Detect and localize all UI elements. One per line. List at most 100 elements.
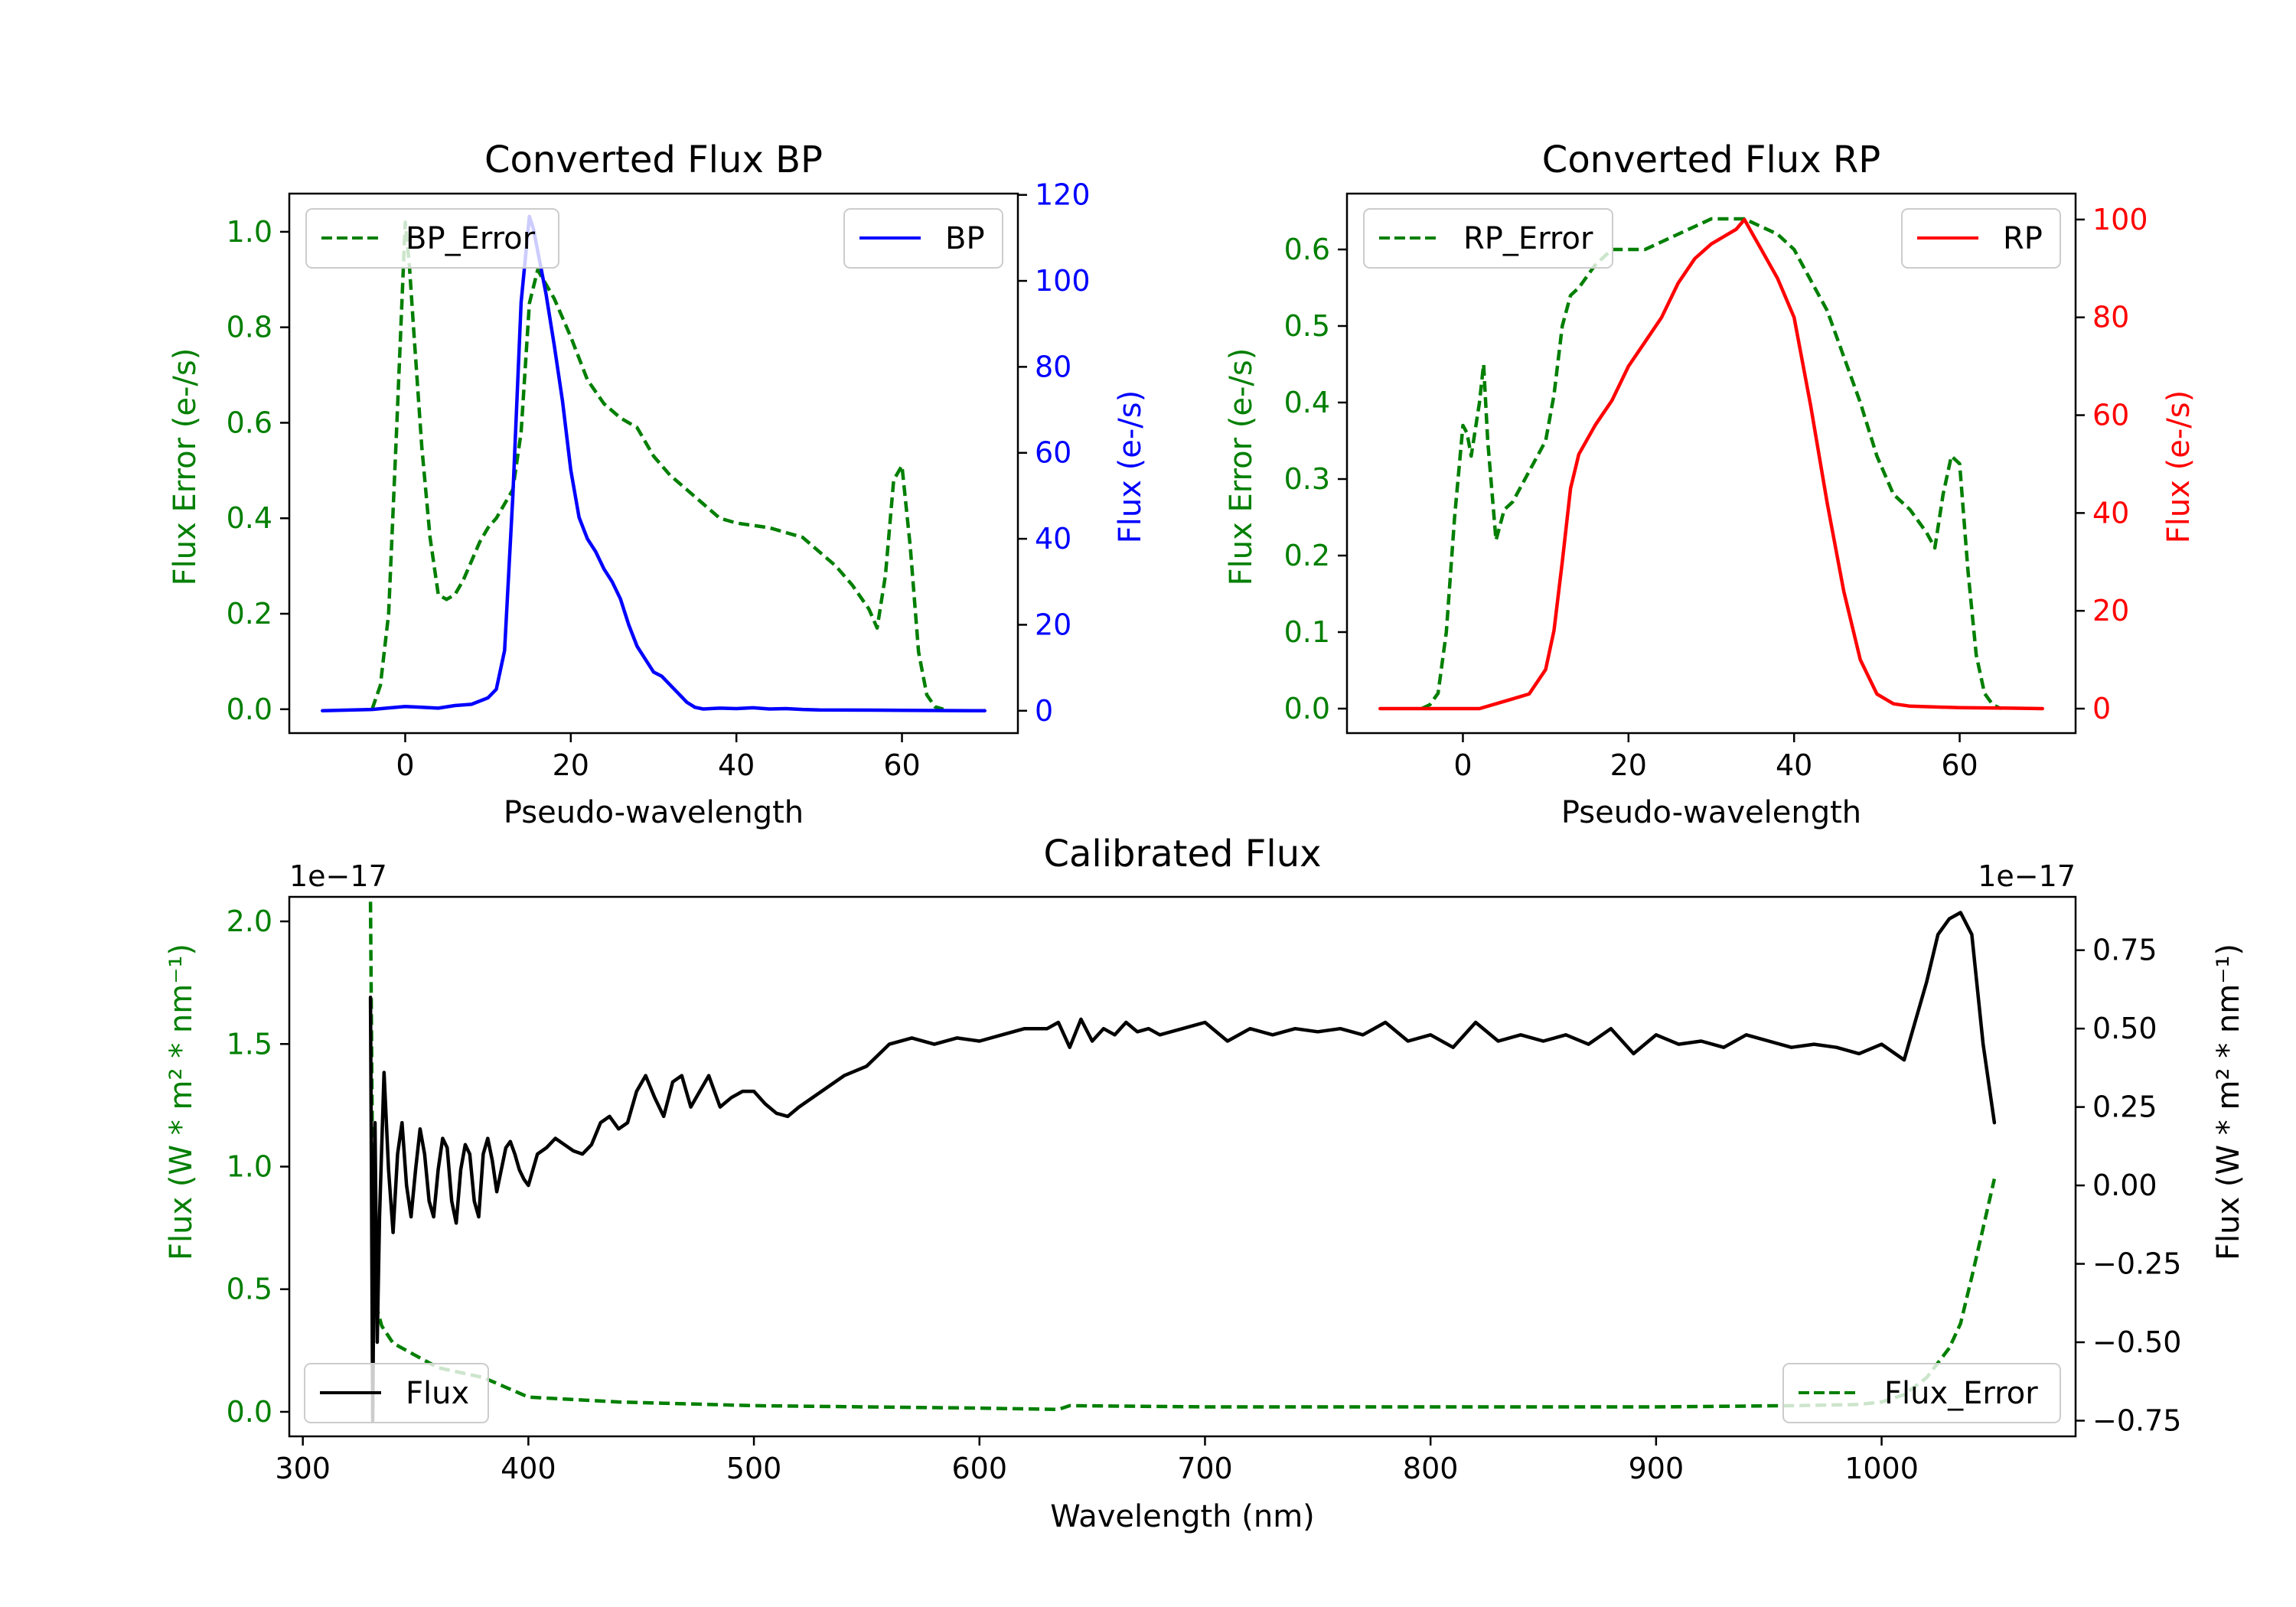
bp-legend-flux-box [843, 208, 1003, 269]
calibrated-x-tick-label: 600 [952, 1452, 1008, 1485]
calibrated-y-left-tick-label: 1.5 [227, 1027, 272, 1061]
calibrated-y-right-tick-label: −0.50 [2092, 1325, 2181, 1359]
rp-y-left-tick-label: 0.6 [1284, 233, 1330, 266]
bp-y-left-tick-label: 0.6 [227, 406, 272, 439]
rp-legend-error: RP_Error [1363, 208, 1613, 269]
rp-y-axis-label-left: Flux Error (e-/s) [1224, 348, 1259, 586]
calibrated-y-axis-label-left: Flux (W * m² * nm⁻¹) [164, 944, 199, 1260]
bp-legend-flux: BP [843, 208, 1003, 269]
rp-x-tick-label: 20 [1610, 748, 1647, 782]
calibrated-x-tick-label: 400 [501, 1452, 556, 1485]
bp-axis-ticks: 0 20 40 60 0.0 0.2 0.4 0.6 0.8 1.0 0 20 40 60 80 100 120 [227, 178, 1091, 782]
calibrated-y-left-tick-label: 0.5 [227, 1273, 272, 1306]
bp-x-axis-label: Pseudo-wavelength [504, 795, 804, 830]
rp-y-right-tick-label: 20 [2092, 594, 2129, 627]
calibrated-y-right-tick-label: −0.75 [2092, 1404, 2181, 1438]
bp-x-tick-label: 0 [396, 748, 414, 782]
calibrated-y-left-tick-label: 0.0 [227, 1395, 272, 1429]
calibrated-legend-error: Flux_Error [1782, 1363, 2061, 1423]
rp-y-right-tick-label: 80 [2092, 301, 2129, 334]
calibrated-chart-panel: Calibrated Flux Wavelength (nm) Flux (W … [164, 833, 2246, 1534]
bp-chart-panel: Converted Flux BP Pseudo-wavelength Flux… [168, 139, 1148, 830]
calibrated-x-tick-label: 1000 [1844, 1452, 1919, 1485]
rp-chart-title: Converted Flux RP [1542, 139, 1880, 181]
rp-y-axis-label-right: Flux (e-/s) [2161, 390, 2197, 543]
bp-y-axis-label-left: Flux Error (e-/s) [168, 348, 203, 586]
calibrated-axis-ticks: 300 400 500 600 700 800 900 1000 0.0 0.5 1.0 1.5 2.0… [227, 905, 2182, 1485]
rp-y-right-tick-label: 100 [2092, 203, 2148, 236]
bp-x-tick-label: 20 [553, 748, 589, 782]
calibrated-y-right-tick-label: −0.25 [2092, 1247, 2181, 1281]
calibrated-chart-title: Calibrated Flux [1043, 833, 1321, 875]
bp-plot-area [321, 214, 987, 713]
rp-y-left-tick-label: 0.0 [1284, 692, 1330, 725]
calibrated-x-tick-label: 500 [726, 1452, 782, 1485]
calibrated-legend-flux-label: Flux [406, 1376, 469, 1411]
calibrated-y-right-tick-label: 0.25 [2092, 1090, 2157, 1124]
rp-y-left-tick-label: 0.4 [1284, 386, 1330, 419]
bp-x-tick-label: 60 [883, 748, 920, 782]
calibrated-legend-error-label: Flux_Error [1884, 1376, 2038, 1411]
rp-axis-ticks: 0 20 40 60 0.0 0.1 0.2 0.3 0.4 0.5 0.6 0 20 40 60 80 100 [1284, 203, 2148, 782]
calibrated-legend-flux-box [304, 1363, 489, 1423]
bp-y-left-tick-label: 0.0 [227, 693, 272, 726]
bp-y-right-tick-label: 100 [1035, 264, 1091, 298]
calibrated-y-right-tick-label: 0.00 [2092, 1169, 2157, 1202]
bp-series-bp-error [370, 220, 944, 711]
rp-x-tick-label: 0 [1453, 748, 1472, 782]
calibrated-x-tick-label: 900 [1629, 1452, 1684, 1485]
calibrated-axes-frame [288, 895, 2077, 1438]
calibrated-series-flux [368, 911, 1997, 1423]
rp-y-left-tick-label: 0.2 [1284, 539, 1330, 572]
rp-chart-panel: Converted Flux RP Pseudo-wavelength Flux… [1224, 139, 2197, 830]
rp-axes-frame [1345, 192, 2077, 735]
bp-y-right-tick-label: 80 [1035, 350, 1071, 383]
bp-chart-title: Converted Flux BP [484, 139, 823, 181]
rp-y-left-tick-label: 0.3 [1284, 462, 1330, 496]
rp-legend-flux-box [1901, 208, 2061, 269]
bp-y-right-tick-label: 40 [1035, 522, 1071, 556]
bp-y-right-tick-label: 120 [1035, 178, 1091, 212]
calibrated-legend-error-box [1782, 1363, 2061, 1423]
calibrated-y-left-tick-label: 1.0 [227, 1150, 272, 1184]
bp-y-left-tick-label: 0.4 [227, 501, 272, 535]
bp-x-tick-label: 40 [718, 748, 755, 782]
rp-x-axis-label: Pseudo-wavelength [1561, 795, 1861, 830]
calibrated-x-tick-label: 700 [1177, 1452, 1233, 1485]
calibrated-offset-right: 1e−17 [1978, 859, 2076, 893]
rp-x-tick-label: 60 [1941, 748, 1978, 782]
bp-y-left-tick-label: 0.8 [227, 311, 272, 344]
rp-legend-error-box [1363, 208, 1613, 269]
calibrated-offset-left: 1e−17 [289, 859, 387, 893]
calibrated-x-axis-label: Wavelength (nm) [1050, 1499, 1315, 1534]
bp-legend-error-label: BP_Error [406, 221, 536, 256]
bp-legend-flux-label: BP [945, 221, 985, 256]
bp-y-right-tick-label: 60 [1035, 436, 1071, 470]
calibrated-legend-flux: Flux [304, 1363, 489, 1423]
calibrated-y-right-tick-label: 0.75 [2092, 934, 2157, 967]
calibrated-y-axis-label-right: Flux (W * m² * nm⁻¹) [2211, 944, 2246, 1260]
calibrated-x-tick-label: 300 [275, 1452, 331, 1485]
bp-y-axis-label-right: Flux (e-/s) [1113, 390, 1148, 543]
rp-plot-area [1378, 217, 2044, 711]
bp-legend-error-box [305, 208, 559, 269]
rp-legend-flux: RP [1901, 208, 2061, 269]
rp-y-right-tick-label: 60 [2092, 399, 2129, 432]
rp-y-left-tick-label: 0.5 [1284, 309, 1330, 343]
rp-series-rp [1378, 217, 2044, 711]
bp-series-bp [321, 214, 987, 713]
rp-y-right-tick-label: 0 [2092, 692, 2111, 725]
bp-y-right-tick-label: 20 [1035, 608, 1071, 641]
bp-axes-frame [288, 192, 1019, 735]
rp-legend-error-label: RP_Error [1463, 221, 1593, 256]
rp-y-left-tick-label: 0.1 [1284, 615, 1330, 649]
bp-y-left-tick-label: 1.0 [227, 215, 272, 249]
bp-y-left-tick-label: 0.2 [227, 597, 272, 631]
calibrated-y-left-tick-label: 2.0 [227, 905, 272, 938]
bp-legend-error: BP_Error [305, 208, 559, 269]
calibrated-y-right-tick-label: 0.50 [2092, 1012, 2157, 1045]
rp-y-right-tick-label: 40 [2092, 496, 2129, 530]
calibrated-x-tick-label: 800 [1403, 1452, 1459, 1485]
rp-legend-flux-label: RP [2003, 221, 2043, 256]
